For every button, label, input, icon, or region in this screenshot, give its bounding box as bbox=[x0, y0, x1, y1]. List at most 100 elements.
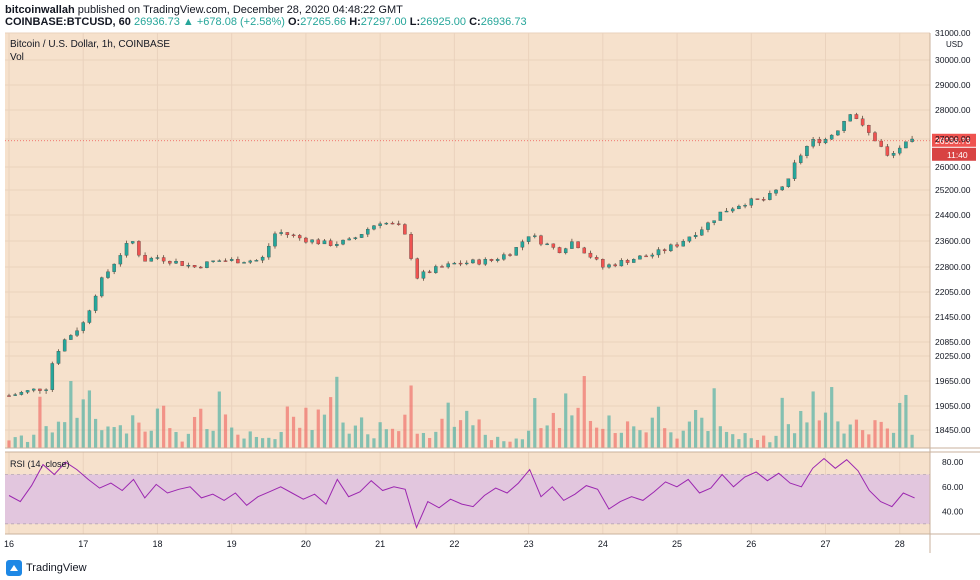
volume-bar bbox=[650, 417, 654, 448]
candle-body bbox=[737, 205, 741, 210]
volume-bar bbox=[341, 422, 345, 448]
candle-body bbox=[712, 220, 716, 223]
candle-body bbox=[761, 199, 766, 201]
volume-bar bbox=[811, 391, 815, 448]
volume-bar bbox=[731, 434, 735, 448]
volume-bar bbox=[397, 431, 401, 448]
volume-bar bbox=[681, 430, 685, 448]
candle-body bbox=[768, 193, 772, 200]
candle-body bbox=[570, 241, 574, 249]
volume-bar bbox=[885, 428, 889, 448]
volume-bar bbox=[248, 431, 252, 448]
footer-brand[interactable]: TradingView bbox=[6, 558, 87, 578]
candle-body bbox=[223, 260, 228, 262]
volume-bar bbox=[675, 438, 679, 448]
candle-body bbox=[718, 211, 723, 221]
candle-body bbox=[594, 257, 599, 260]
candle-body bbox=[693, 234, 698, 238]
volume-bar bbox=[694, 409, 698, 448]
candle-body bbox=[50, 363, 55, 390]
candle-body bbox=[236, 259, 240, 264]
volume-bar bbox=[112, 427, 116, 448]
volume-bar bbox=[638, 430, 642, 448]
volume-bar bbox=[601, 428, 605, 448]
close-label: C: bbox=[469, 16, 481, 28]
candle-body bbox=[631, 259, 636, 263]
volume-bar bbox=[304, 407, 308, 448]
candle-body bbox=[730, 208, 735, 212]
volume-bar bbox=[44, 426, 48, 448]
candle-body bbox=[186, 265, 191, 267]
symbol-label[interactable]: COINBASE:BTCUSD, 60 bbox=[5, 16, 131, 28]
candle-body bbox=[279, 232, 283, 234]
candle-body bbox=[557, 247, 562, 254]
volume-bar bbox=[465, 410, 469, 448]
volume-bar bbox=[38, 396, 42, 448]
candle-body bbox=[19, 392, 24, 395]
volume-bar bbox=[786, 424, 790, 448]
volume-bar bbox=[124, 433, 129, 448]
candle-body bbox=[458, 262, 463, 265]
volume-bar bbox=[564, 393, 568, 448]
candle-body bbox=[780, 186, 784, 191]
chart-title: Bitcoin / U.S. Dollar, 1h, COINBASE bbox=[10, 39, 170, 50]
candle-body bbox=[582, 247, 587, 254]
candle-body bbox=[681, 240, 685, 247]
volume-bar bbox=[854, 419, 859, 448]
volume-bars bbox=[7, 376, 914, 448]
candle-body bbox=[285, 232, 290, 236]
candle-body bbox=[489, 259, 494, 261]
volume-bar bbox=[718, 426, 722, 448]
candle-body bbox=[687, 236, 692, 242]
candle-body bbox=[446, 263, 450, 268]
time-tick-label: 27 bbox=[821, 539, 831, 549]
time-tick-label: 17 bbox=[78, 539, 88, 549]
candle-body bbox=[316, 239, 321, 245]
volume-bar bbox=[217, 391, 221, 448]
candle-body bbox=[650, 254, 655, 257]
volume-bar bbox=[143, 431, 147, 448]
volume-bar bbox=[873, 420, 877, 448]
author-name[interactable]: bitcoinwallah bbox=[5, 4, 75, 16]
volume-bar bbox=[823, 412, 828, 448]
volume-bar bbox=[75, 417, 79, 448]
candle-body bbox=[44, 389, 48, 391]
candle-body bbox=[93, 295, 98, 311]
volume-bar bbox=[780, 397, 784, 448]
candle-body bbox=[563, 248, 568, 254]
candle-body bbox=[421, 271, 426, 279]
published-text: published on TradingView.com, December 2… bbox=[77, 4, 403, 16]
candle-body bbox=[706, 222, 710, 230]
candle-body bbox=[378, 223, 382, 226]
rsi-tick-label: 80.00 bbox=[942, 457, 964, 467]
candle-body bbox=[514, 247, 518, 256]
volume-bar bbox=[372, 438, 376, 448]
currency-label: USD bbox=[946, 40, 963, 49]
price-tick-label: 20850.00 bbox=[935, 337, 971, 347]
volume-bar bbox=[366, 434, 370, 448]
volume-bar bbox=[663, 428, 667, 448]
volume-bar bbox=[56, 421, 61, 448]
volume-bar bbox=[384, 429, 388, 448]
volume-bar bbox=[898, 402, 902, 448]
volume-bar bbox=[817, 420, 821, 448]
candle-body bbox=[867, 125, 871, 133]
volume-bar bbox=[186, 433, 190, 448]
candle-body bbox=[885, 146, 890, 156]
close-value: 26936.73 bbox=[480, 16, 527, 28]
volume-bar bbox=[131, 415, 135, 448]
candle-body bbox=[130, 241, 135, 244]
candle-body bbox=[273, 233, 277, 247]
volume-bar bbox=[520, 439, 525, 448]
candle-body bbox=[347, 238, 351, 241]
time-tick-label: 23 bbox=[524, 539, 534, 549]
candle-body bbox=[638, 255, 642, 260]
volume-bar bbox=[254, 436, 259, 448]
candle-body bbox=[792, 162, 797, 179]
candle-body bbox=[248, 260, 252, 263]
volume-bar bbox=[32, 434, 36, 448]
candle-body bbox=[62, 339, 67, 352]
price-tick-label: 29000.00 bbox=[935, 80, 971, 90]
volume-bar bbox=[625, 421, 630, 448]
